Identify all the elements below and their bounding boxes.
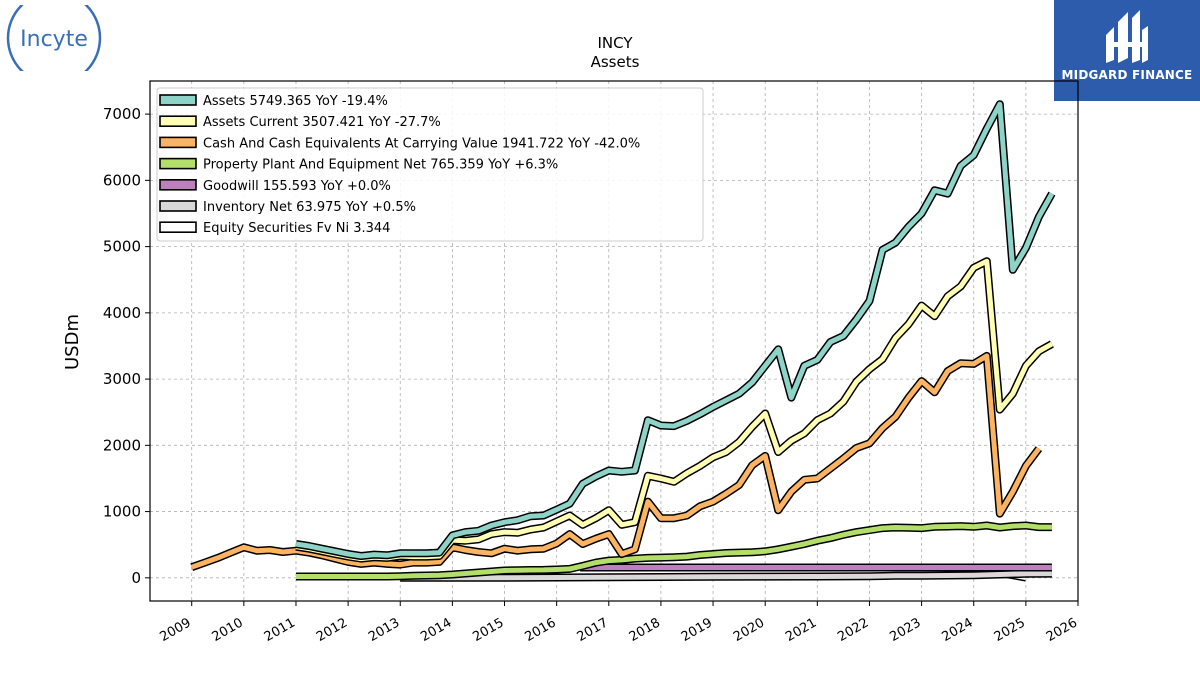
legend-label: Property Plant And Equipment Net 765.359…: [203, 158, 558, 173]
midgard-logo-mark: [1106, 10, 1148, 63]
series-line: [190, 353, 1041, 570]
legend-label: Equity Securities Fv Ni 3.344: [203, 221, 390, 236]
series-assets: [295, 100, 1056, 560]
x-tick-label: 2021: [783, 615, 819, 645]
x-tick-label: 2018: [627, 615, 663, 645]
series-line: [296, 523, 1052, 579]
series: [190, 100, 1056, 582]
y-tick-label: 6000: [103, 171, 141, 189]
midgard-logo-text: MIDGARD FINANCE: [1061, 68, 1193, 82]
x-tick-label: 2019: [679, 615, 715, 645]
y-tick-label: 5000: [103, 238, 141, 256]
x-tick-label: 2017: [575, 615, 611, 645]
x-tick-label: 2020: [731, 615, 767, 645]
series-line: [400, 571, 1052, 581]
x-tick-label: 2013: [366, 615, 402, 645]
chart-subtitle: Assets: [591, 53, 640, 71]
legend-box: [156, 87, 704, 242]
legend-swatch: [159, 115, 197, 127]
x-tick-label: 2022: [835, 615, 871, 645]
legend-swatch: [159, 157, 197, 170]
x-tick-label: 2009: [158, 615, 194, 645]
legend-swatch: [159, 94, 197, 106]
legend: Assets 5749.365 YoY -19.4% Assets Current…: [156, 87, 704, 242]
midgard-finance-logo: MIDGARD FINANCE: [1054, 0, 1200, 101]
series-outline: [190, 351, 1043, 571]
legend-label: Assets Current 3507.421 YoY -27.7%: [203, 115, 441, 130]
y-tick-label: 0: [131, 569, 141, 587]
x-tick-label: 2023: [887, 615, 923, 645]
x-tick-label: 2016: [522, 615, 558, 645]
plot-frame: [149, 80, 1079, 602]
y-tick-label: 4000: [103, 304, 141, 322]
legend-swatch: [159, 179, 197, 191]
x-tick-label: 2012: [314, 615, 350, 645]
y-tick-label: 1000: [103, 503, 141, 521]
legend-label: Assets 5749.365 YoY -19.4%: [203, 94, 388, 109]
y-axis-label: USDm: [62, 314, 83, 370]
series-ppe: [296, 521, 1052, 581]
x-tick-label: 2011: [262, 615, 298, 645]
x-tick-label: 2024: [940, 615, 976, 645]
legend-swatch: [159, 221, 197, 233]
legend-swatch: [159, 136, 197, 149]
incyte-logo-text: Incyte: [20, 27, 88, 52]
legend-swatch: [159, 200, 197, 212]
y-tick-label: 3000: [103, 370, 141, 388]
x-tick-label: 2010: [210, 615, 246, 645]
legend-label: Goodwill 155.593 YoY +0.0%: [203, 179, 391, 194]
series-inventory: [400, 569, 1052, 582]
x-tick-label: 2014: [418, 615, 454, 645]
series-line: [295, 101, 1055, 559]
series-assets_current: [295, 257, 1054, 563]
chart-title: INCY: [597, 34, 633, 52]
y-tick-label: 2000: [103, 436, 141, 454]
x-tick-label: 2026: [1044, 615, 1080, 645]
y-tick-label: 7000: [103, 105, 141, 123]
legend-label: Cash And Cash Equivalents At Carrying Va…: [203, 136, 640, 151]
series-line: [295, 258, 1054, 562]
x-tick-label: 2025: [992, 615, 1028, 645]
x-tick-label: 2015: [470, 615, 506, 645]
legend-label: Inventory Net 63.975 YoY +0.5%: [203, 200, 416, 215]
series-cash: [190, 351, 1043, 571]
